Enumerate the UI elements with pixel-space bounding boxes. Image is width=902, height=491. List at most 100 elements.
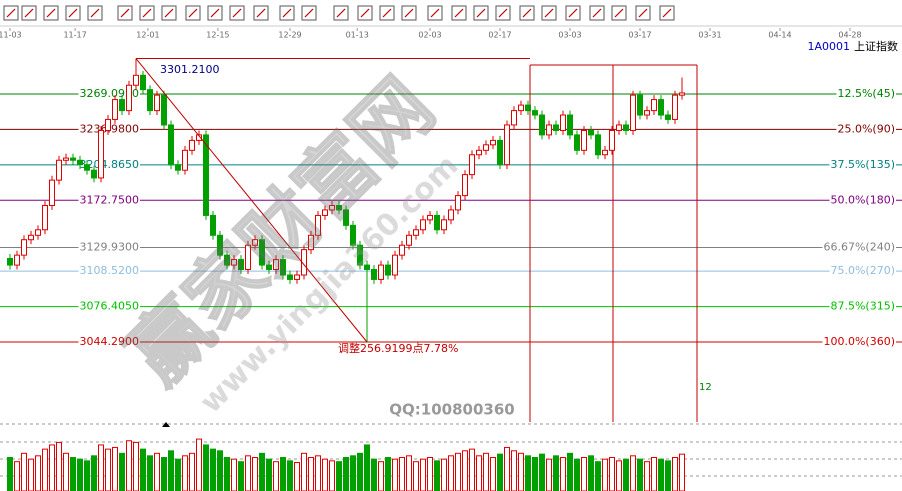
volume-bar	[238, 461, 245, 491]
volume-bar	[657, 458, 664, 491]
label-bg	[78, 86, 140, 100]
candle-body	[385, 264, 392, 276]
tool-button[interactable]	[635, 5, 651, 21]
tool-button[interactable]	[379, 5, 395, 21]
candle-body	[322, 209, 329, 216]
volume-bar	[510, 450, 517, 491]
volume-bar	[161, 457, 168, 491]
candle-body	[70, 157, 77, 161]
tool-icon	[401, 5, 417, 21]
tool-glyph	[24, 8, 34, 18]
candle-body	[371, 269, 378, 280]
tool-button[interactable]	[65, 5, 81, 21]
label-bg	[829, 264, 896, 278]
tool-icon	[379, 5, 395, 21]
candle-body	[461, 174, 468, 197]
candle-body	[678, 92, 685, 96]
volume-bar	[266, 458, 273, 491]
candle-body	[622, 124, 629, 131]
volume-bar	[594, 461, 601, 491]
volume-bar	[252, 457, 259, 491]
level-price: 3076.4050	[80, 300, 140, 313]
volume-bar	[566, 452, 573, 491]
candle-body	[580, 129, 587, 151]
tool-button[interactable]	[473, 5, 489, 21]
tool-glyph	[68, 8, 78, 18]
x-tick-label: 04-14	[768, 31, 791, 40]
candle-body	[42, 205, 49, 231]
tool-button[interactable]	[229, 5, 245, 21]
volume-bar	[671, 457, 678, 491]
candle-body	[231, 259, 238, 266]
volume-bar	[329, 460, 336, 491]
volume-bar	[203, 444, 210, 491]
tool-icon	[541, 5, 557, 21]
volume-bar	[468, 448, 475, 491]
tool-button[interactable]	[495, 5, 511, 21]
levels: 3269.095012.5%(45)3236.980025.0%(90)3204…	[0, 86, 902, 349]
tool-button[interactable]	[301, 5, 317, 21]
tool-button[interactable]	[207, 5, 223, 21]
candle-body	[524, 104, 531, 112]
tool-icon	[229, 5, 245, 21]
tool-icon	[333, 5, 349, 21]
tool-button[interactable]	[519, 5, 535, 21]
tool-button[interactable]	[357, 5, 373, 21]
tool-button[interactable]	[185, 5, 201, 21]
tool-button[interactable]	[451, 5, 467, 21]
candle-body	[552, 124, 559, 131]
label-bg	[822, 335, 896, 349]
tool-button[interactable]	[139, 5, 155, 21]
tool-button[interactable]	[117, 5, 133, 21]
candle-body	[210, 214, 217, 236]
tool-button[interactable]	[541, 5, 557, 21]
tool-button[interactable]	[611, 5, 627, 21]
tool-button[interactable]	[43, 5, 59, 21]
tool-button[interactable]	[253, 5, 269, 21]
candle-body	[294, 274, 301, 280]
volume-bar	[357, 452, 364, 491]
label-bg	[822, 240, 896, 254]
volume-bar	[336, 461, 343, 491]
tool-glyph	[256, 8, 266, 18]
volume-bar	[210, 448, 217, 491]
volume-bar	[301, 452, 308, 491]
candle-body	[280, 259, 287, 276]
candle-body	[496, 139, 503, 166]
tool-glyph	[120, 8, 130, 18]
tool-button[interactable]	[401, 5, 417, 21]
x-tick-label: 12-01	[136, 31, 159, 40]
tool-icon	[519, 5, 535, 21]
candle-body	[392, 254, 399, 276]
volume	[7, 438, 685, 491]
x-tick-label: 11-03	[0, 31, 22, 40]
tool-icon	[357, 5, 373, 21]
volume-bar	[175, 458, 182, 491]
tool-button[interactable]	[21, 5, 37, 21]
candle-body	[224, 254, 231, 266]
label-bg	[78, 299, 140, 313]
tool-button[interactable]	[3, 5, 19, 21]
candle-body	[594, 134, 601, 156]
candle-body	[510, 110, 517, 126]
cycle-label: 12	[699, 382, 712, 393]
tool-glyph	[544, 8, 554, 18]
tool-button[interactable]	[589, 5, 605, 21]
high-label: 3301.2100	[160, 63, 220, 76]
tool-glyph	[592, 8, 602, 18]
volume-bar	[196, 438, 203, 491]
candle-body	[559, 114, 566, 131]
tool-button[interactable]	[279, 5, 295, 21]
tool-icon	[427, 5, 443, 21]
volume-bar	[7, 457, 14, 491]
level-price: 3129.9300	[80, 241, 140, 254]
tool-button[interactable]	[427, 5, 443, 21]
tool-button[interactable]	[565, 5, 581, 21]
level-ratio: 66.67%(240)	[823, 241, 895, 254]
volume-bar	[601, 458, 608, 491]
tool-glyph	[282, 8, 292, 18]
tool-button[interactable]	[161, 5, 177, 21]
tool-button[interactable]	[87, 5, 103, 21]
tool-button[interactable]	[659, 5, 675, 21]
tool-button[interactable]	[333, 5, 349, 21]
